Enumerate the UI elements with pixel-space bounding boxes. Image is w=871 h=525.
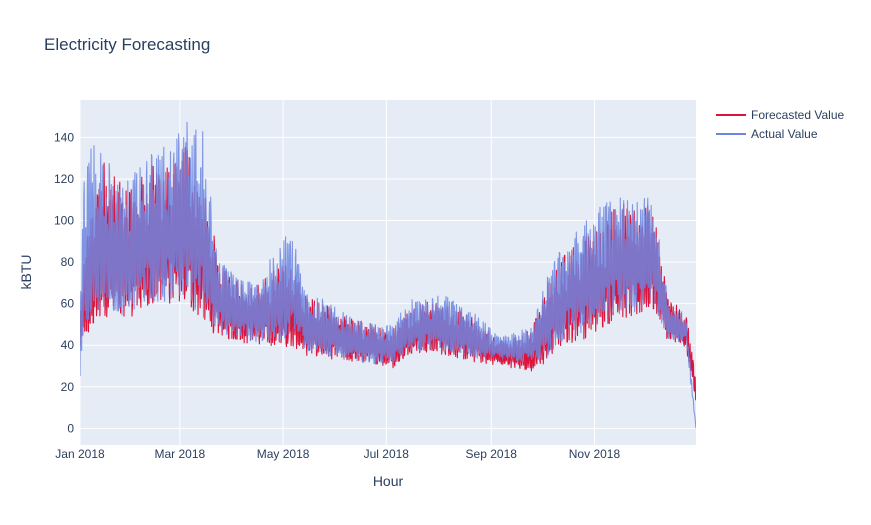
series-line-actual-value[interactable] [80,121,696,429]
x-axis-ticks: Jan 2018 Mar 2018 May 2018 Jul 2018 Sep 2018… [55,447,620,461]
y-tick-label: 40 [61,338,75,352]
y-tick-label: 120 [54,172,74,186]
x-tick-label: Jan 2018 [55,447,105,461]
y-tick-label: 20 [61,380,75,394]
series-layer [80,121,696,429]
legend-label[interactable]: Actual Value [751,127,818,141]
y-tick-label: 0 [67,421,74,435]
chart-title: Electricity Forecasting [44,35,210,54]
legend-label[interactable]: Forecasted Value [751,108,844,122]
x-axis-title: Hour [373,473,404,489]
y-tick-label: 100 [54,214,74,228]
x-tick-label: Mar 2018 [154,447,205,461]
legend: Forecasted Value Actual Value [716,108,844,141]
x-tick-label: Jul 2018 [364,447,410,461]
y-tick-label: 80 [61,255,75,269]
y-tick-label: 60 [61,297,75,311]
x-tick-label: Nov 2018 [569,447,621,461]
y-tick-label: 140 [54,130,74,144]
x-tick-label: May 2018 [257,447,310,461]
y-axis-title: kBTU [18,255,34,290]
x-tick-label: Sep 2018 [466,447,518,461]
y-axis-ticks: 0 20 40 60 80 100 120 140 [54,130,74,435]
